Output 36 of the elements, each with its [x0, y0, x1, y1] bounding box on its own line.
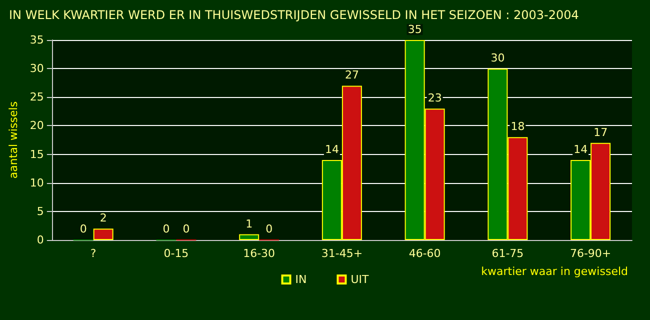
y-tick-label: 25: [30, 90, 44, 104]
x-tick-label: 76-90+: [570, 247, 612, 260]
x-tick-label: 61-75: [492, 247, 524, 260]
data-label: 14: [324, 143, 339, 156]
data-label: 0: [162, 222, 170, 236]
x-axis-title: kwartier waar in gewisseld: [481, 265, 628, 278]
data-label: 1: [246, 217, 253, 230]
data-label: 27: [344, 68, 359, 82]
data-label: 0: [266, 222, 273, 236]
y-tick-label: 0: [36, 234, 44, 246]
y-tick-label: 35: [30, 34, 44, 46]
bar: [239, 234, 260, 240]
y-tick-label: 30: [30, 62, 44, 76]
data-label: 0: [80, 222, 87, 236]
data-label: 14: [574, 143, 588, 156]
x-tick-label: ?: [90, 247, 96, 260]
y-tick-label: 20: [30, 119, 44, 132]
x-tick-label: 16-30: [243, 247, 276, 260]
x-tick-label: 46-60: [408, 247, 441, 260]
chart-title: IN WELK KWARTIER WERD ER IN THUISWEDSTRIJDEN GEWISSELD IN HET SEIZOEN : 2003-2004: [9, 8, 579, 22]
x-tick-label: 31-45+: [321, 247, 363, 260]
x-tick-label: 0-15: [164, 247, 189, 260]
data-label: 30: [490, 52, 505, 65]
data-label: 35: [408, 23, 422, 36]
data-label: 17: [594, 126, 608, 139]
data-label: 18: [510, 120, 525, 134]
y-tick-label: 5: [36, 204, 44, 218]
bar: [93, 228, 114, 240]
data-label: 23: [428, 92, 442, 105]
data-label: 0: [182, 222, 190, 236]
y-axis-title: aantal wissels: [7, 101, 20, 179]
legend-label: UIT: [350, 273, 370, 286]
data-label: 2: [100, 212, 107, 225]
y-tick-label: 10: [30, 176, 44, 190]
legend-label: IN: [295, 273, 307, 286]
y-tick-label: 15: [30, 148, 44, 161]
